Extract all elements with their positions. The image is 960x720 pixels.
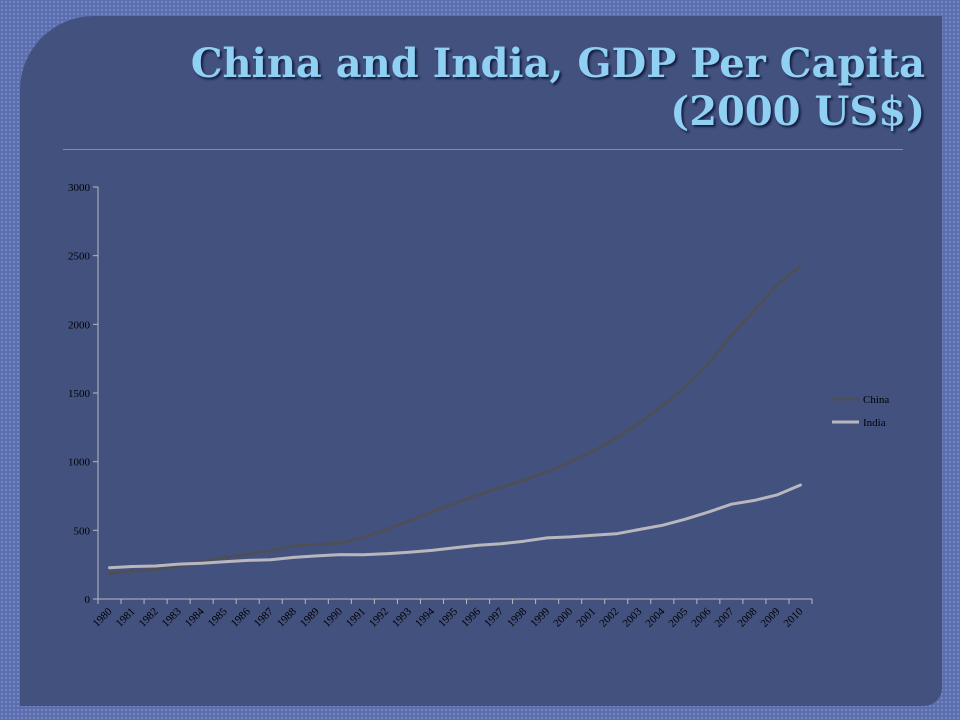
- y-tick-label: 0: [85, 594, 91, 606]
- y-tick-label: 1000: [68, 457, 91, 469]
- slide-panel: China and India, GDP Per Capita (2000 US…: [20, 16, 942, 706]
- legend-label-china: China: [863, 394, 889, 406]
- x-tick-label: 2001: [574, 606, 598, 630]
- x-tick-label: 1986: [229, 605, 253, 629]
- x-tick-label: 1996: [459, 605, 483, 629]
- x-tick-label: 1980: [91, 605, 115, 629]
- series-line-china: [108, 264, 802, 575]
- y-tick-label: 3000: [68, 182, 91, 194]
- legend-label-india: India: [863, 417, 886, 429]
- x-tick-label: 1981: [114, 606, 138, 630]
- chart-series: [108, 264, 802, 575]
- x-tick-label: 2005: [666, 605, 690, 629]
- chart-legend: China India: [832, 394, 889, 429]
- x-tick-label: 2003: [620, 605, 644, 629]
- x-tick-label: 1983: [160, 605, 184, 629]
- x-tick-label: 1989: [298, 605, 322, 629]
- title-line-1: China and India, GDP Per Capita: [190, 40, 925, 87]
- x-tick-label: 1982: [137, 606, 161, 630]
- title-underline: [63, 149, 903, 150]
- x-tick-label: 2002: [597, 606, 621, 630]
- x-tick-label: 1985: [206, 605, 230, 629]
- x-tick-label: 1994: [413, 605, 437, 629]
- slide-title: China and India, GDP Per Capita (2000 US…: [90, 40, 925, 136]
- x-tick-label: 1993: [390, 605, 414, 629]
- x-tick-label: 2009: [759, 605, 783, 629]
- x-tick-label: 1990: [321, 605, 345, 629]
- chart-axes: 0 500 1000 1500 2000 2500 3000 1980198119821983…: [68, 182, 813, 630]
- title-line-2: (2000 US$): [670, 88, 925, 135]
- x-tick-label: 1984: [183, 605, 207, 629]
- x-tick-label: 2007: [712, 605, 736, 629]
- x-tick-label: 1999: [528, 605, 552, 629]
- x-tick-label: 2004: [643, 605, 667, 629]
- y-tick-label: 2500: [68, 251, 91, 263]
- x-tick-label: 2006: [689, 605, 713, 629]
- y-tick-label: 2000: [68, 319, 91, 331]
- x-tick-label: 2000: [551, 605, 575, 629]
- x-tick-label: 1998: [505, 605, 529, 629]
- x-tick-label: 2010: [782, 605, 806, 629]
- y-tick-label: 500: [74, 525, 91, 537]
- series-line-india: [108, 483, 802, 570]
- x-tick-label: 1997: [482, 605, 506, 629]
- x-tick-label: 1987: [252, 605, 276, 629]
- x-tick-label: 1995: [436, 605, 460, 629]
- x-tick-label: 1988: [275, 605, 299, 629]
- x-tick-label: 1991: [344, 606, 368, 630]
- x-tick-label: 1992: [367, 606, 391, 630]
- x-tick-label: 2008: [735, 605, 759, 629]
- y-tick-label: 1500: [68, 388, 91, 400]
